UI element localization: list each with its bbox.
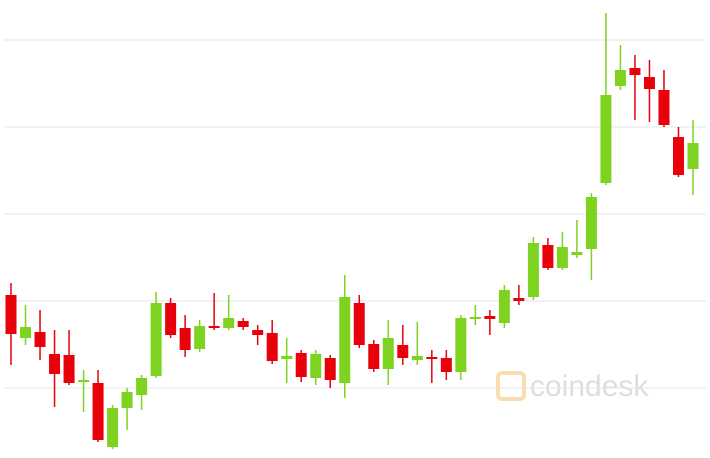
candle-body [411,356,423,360]
candle-body [672,137,684,175]
candle-body [150,303,162,376]
candle-body [121,392,133,408]
candle-body [63,355,75,383]
candle-body [397,345,409,358]
candle-body [368,344,380,369]
candle-body [208,326,220,328]
candle-body [469,317,481,319]
candle-body [49,354,61,374]
candle-body [513,298,525,301]
candle-body [542,245,554,268]
candle-body [324,358,336,380]
candle-body [440,358,452,372]
watermark: coindesk [496,370,649,403]
candle-body [382,338,394,369]
watermark-text: coindesk [530,370,649,403]
candle-body [223,318,235,328]
candle-body [34,332,46,347]
candle-body [78,380,90,382]
candle-body [353,303,365,345]
candle-body [281,356,293,359]
candle-body [556,247,568,268]
candle-body [600,95,612,183]
candle-body [252,330,264,335]
candle-body [295,353,307,377]
candle-body [165,303,177,335]
candle-body [455,318,467,372]
candle-body [571,252,583,255]
candle-body [527,243,539,297]
candle-body [498,290,510,323]
candle-body [614,70,626,86]
watermark-logo [496,371,526,401]
candle-body [658,90,670,125]
candle-body [266,333,278,361]
candle-body [629,68,641,75]
candle-body [5,295,17,334]
candle-body [179,328,191,350]
candle-body [484,316,496,319]
candle-body [310,354,322,378]
candle-body [426,357,438,359]
candle-body [107,408,119,447]
candle-body [643,77,655,89]
candle-body [339,297,351,383]
candle-body [585,197,597,249]
candle-body [92,383,104,440]
candle-body [687,143,699,169]
candle-body [237,321,249,327]
candle-body [194,326,206,349]
candle-body [20,327,32,338]
candle-body [136,378,148,395]
plot [4,13,706,449]
